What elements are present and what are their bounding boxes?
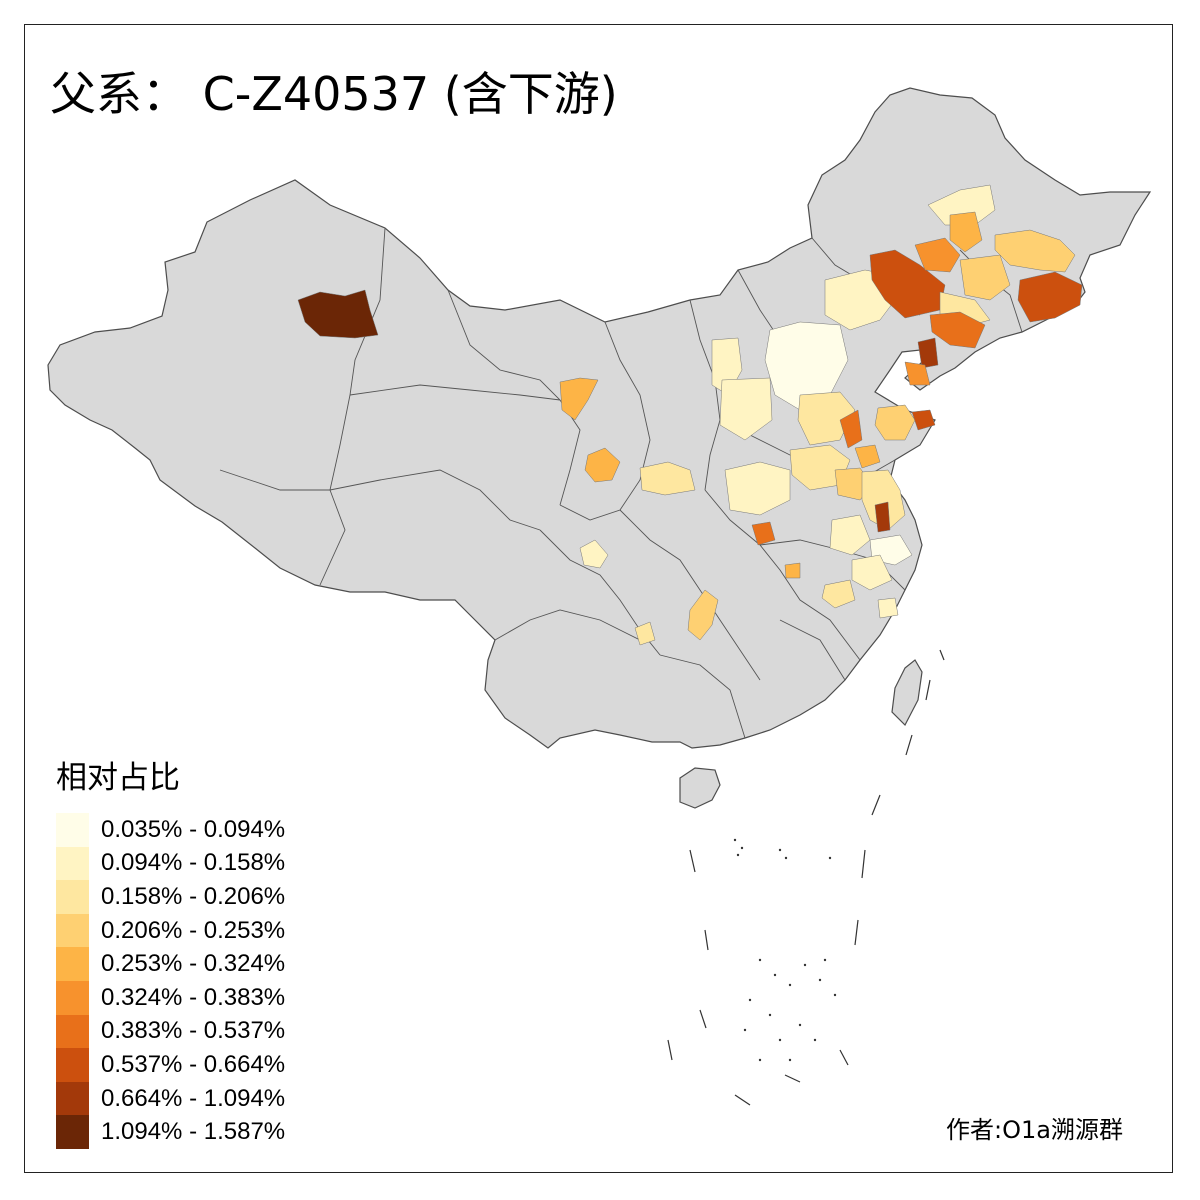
- legend-item: 0.206% - 0.253%: [56, 913, 286, 948]
- legend-label: 0.206% - 0.253%: [101, 916, 286, 944]
- island-dots: [733, 838, 837, 1062]
- legend-swatch: [56, 913, 89, 948]
- legend-rows: 0.035% - 0.094% 0.094% - 0.158% 0.158% - 0…: [56, 813, 285, 1149]
- legend-label: 0.094% - 0.158%: [101, 849, 286, 877]
- province-borders: [219, 227, 1023, 739]
- legend-item: 0.664% - 1.094%: [56, 1081, 286, 1116]
- legend-swatch: [56, 947, 89, 981]
- legend-label: 0.324% - 0.383%: [101, 983, 286, 1011]
- legend-label: 0.253% - 0.324%: [101, 950, 286, 978]
- author-credit: 作者:O1a溯源群: [946, 1116, 1123, 1144]
- legend-swatch: [56, 980, 89, 1015]
- legend-swatch: [56, 1048, 89, 1082]
- legend-label: 0.158% - 0.206%: [101, 882, 286, 910]
- legend-item: 0.383% - 0.537%: [56, 1014, 286, 1049]
- legend-swatch: [56, 846, 89, 881]
- legend-swatch: [56, 1014, 89, 1049]
- legend-swatch: [56, 1081, 89, 1116]
- map-title: 父系： C-Z40537 (含下游): [50, 67, 618, 121]
- south-china-sea-islands: [667, 649, 945, 1106]
- hainan-island: [679, 767, 721, 809]
- legend-label: 0.035% - 0.094%: [101, 815, 286, 843]
- legend-item: 0.035% - 0.094%: [56, 813, 285, 847]
- legend: 相对占比 0.035% - 0.094% 0.094% - 0.158% 0.158…: [56, 752, 285, 1149]
- legend-label: 0.664% - 1.094%: [101, 1084, 286, 1112]
- legend-item: 0.094% - 0.158%: [56, 846, 286, 881]
- legend-swatch: [56, 880, 89, 914]
- legend-label: 0.537% - 0.664%: [101, 1050, 286, 1078]
- legend-swatch: [56, 813, 89, 847]
- legend-label: 1.094% - 1.587%: [101, 1118, 286, 1146]
- legend-item: 0.537% - 0.664%: [56, 1048, 285, 1082]
- legend-swatch: [56, 1115, 89, 1149]
- legend-item: 0.253% - 0.324%: [56, 947, 285, 981]
- legend-title: 相对占比: [56, 760, 180, 796]
- legend-item: 0.324% - 0.383%: [56, 980, 286, 1015]
- prefecture-shading: [297, 184, 1083, 646]
- legend-label: 0.383% - 0.537%: [101, 1017, 286, 1045]
- legend-item: 1.094% - 1.587%: [56, 1115, 285, 1149]
- legend-item: 0.158% - 0.206%: [56, 880, 285, 914]
- region-darkest: [297, 289, 379, 339]
- taiwan-island: [891, 659, 923, 727]
